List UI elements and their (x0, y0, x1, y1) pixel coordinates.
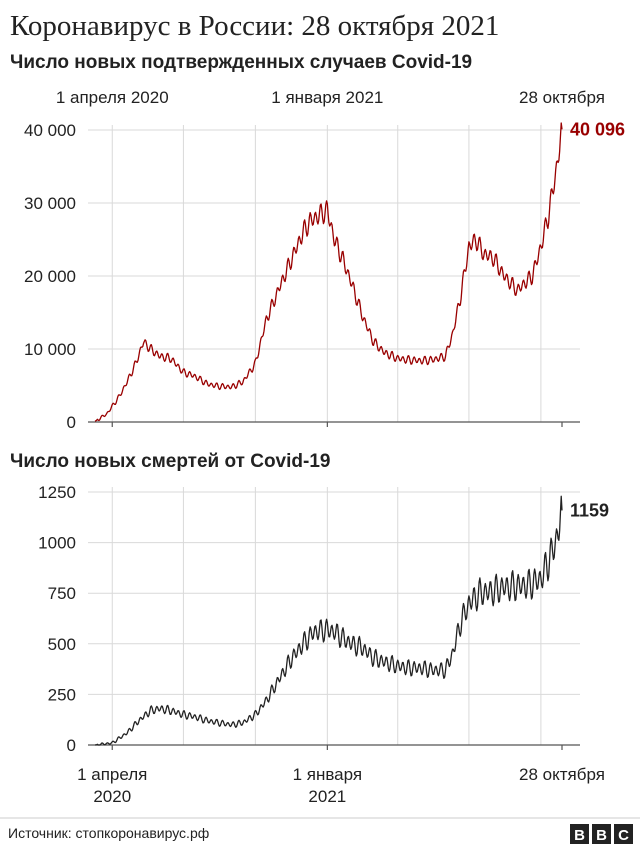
x-tick-label: 1 апреля (77, 765, 147, 784)
vertical-gridlines (111, 125, 542, 422)
end-value-label: 40 096 (570, 119, 625, 139)
figure-title: Коронавирус в России: 28 октября 2021 (10, 10, 499, 42)
y-tick-label: 750 (48, 584, 76, 603)
x-tick-label: 1 апреля 2020 (56, 88, 169, 107)
y-tick-label: 20 000 (24, 267, 76, 286)
y-tick-label: 40 000 (24, 121, 76, 140)
source-note: Источник: стопкоронавирус.рф (8, 825, 209, 841)
bbc-logo: B B C (570, 824, 633, 844)
x-axis: 1 апреля 2020 1 января 2021 28 октября (56, 88, 605, 427)
y-tick-label: 250 (48, 685, 76, 704)
cases-chart-title: Число новых подтвержденных случаев Covid… (10, 52, 472, 73)
y-tick-label: 0 (67, 413, 76, 432)
bbc-logo-block-3 (614, 824, 633, 844)
y-tick-label: 500 (48, 635, 76, 654)
vertical-gridlines (111, 487, 542, 745)
y-tick-label: 1250 (38, 483, 76, 502)
x-axis: 1 апреля 2020 1 января 2021 28 октября (77, 745, 605, 806)
x-tick-label: 1 января (293, 765, 363, 784)
bbc-logo-letter-3: C (618, 827, 629, 844)
end-value-label: 1159 (570, 500, 609, 520)
y-axis: 0 10 000 20 000 30 000 40 000 (24, 121, 580, 432)
y-tick-label: 30 000 (24, 194, 76, 213)
x-tick-label: 28 октября (519, 765, 605, 784)
bbc-logo-block-2 (592, 824, 611, 844)
y-tick-label: 1000 (38, 534, 76, 553)
series-line (94, 122, 563, 422)
bbc-logo-block-1 (570, 824, 589, 844)
y-axis: 0 250 500 750 1000 1250 (38, 483, 580, 755)
bbc-logo-letter-2: B (596, 827, 607, 844)
series-line (94, 495, 563, 746)
x-tick-label-year: 2020 (93, 787, 131, 806)
deaths-chart: 0 250 500 750 1000 1250 1 апреля 2020 1 января 20… (38, 483, 609, 806)
y-tick-label: 0 (67, 736, 76, 755)
x-tick-label: 28 октября (519, 88, 605, 107)
y-tick-label: 10 000 (24, 340, 76, 359)
deaths-chart-title: Число новых смертей от Covid-19 (10, 451, 330, 472)
bbc-logo-letter-1: B (574, 827, 585, 844)
x-tick-label: 1 января 2021 (271, 88, 383, 107)
x-tick-label-year: 2021 (308, 787, 346, 806)
